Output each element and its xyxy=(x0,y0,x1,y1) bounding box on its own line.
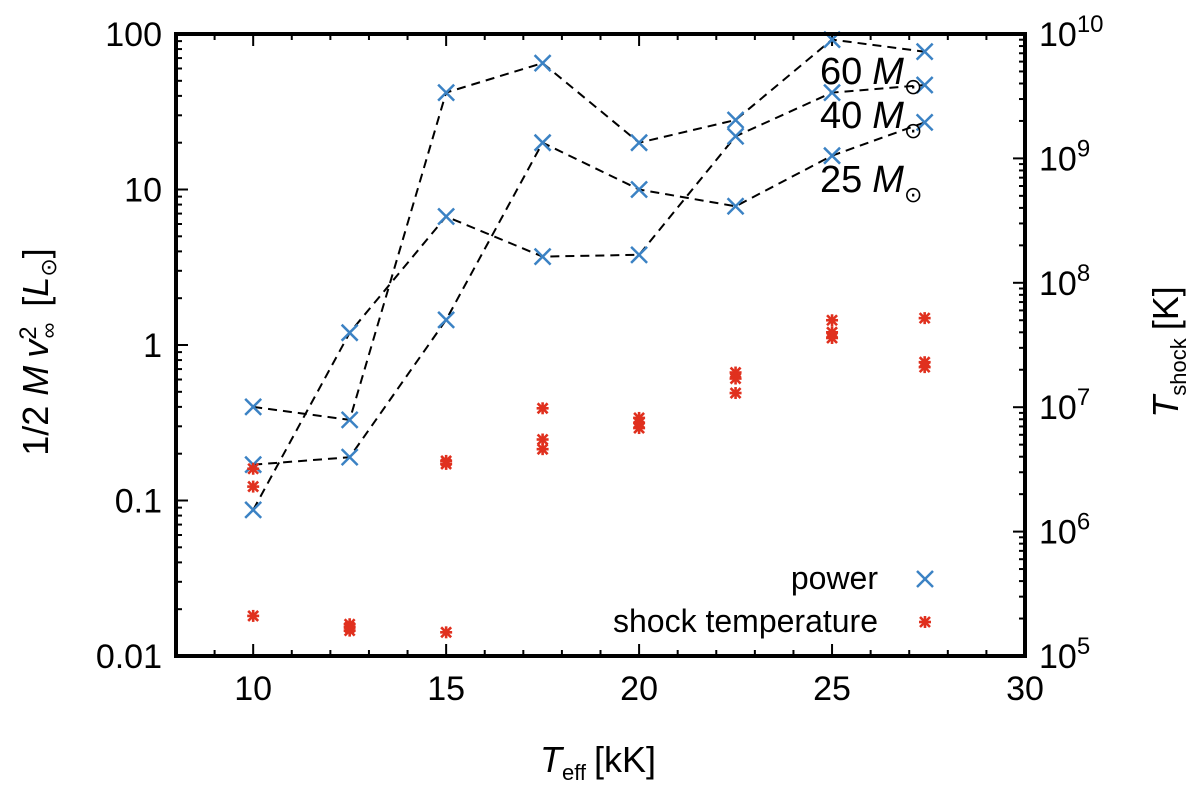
y-tick-label: 100 xyxy=(105,16,162,54)
plot-frame xyxy=(174,32,1027,658)
cross-stroke xyxy=(340,448,359,467)
x-tick-label: 15 xyxy=(427,670,465,708)
cross-stroke xyxy=(437,207,456,226)
shock-temperature-point xyxy=(918,361,931,374)
cross-stroke xyxy=(726,111,745,129)
legend: power shock temperature xyxy=(613,560,934,639)
y2-tick-label: 1010 xyxy=(1039,11,1104,54)
power-point xyxy=(630,133,648,152)
power-point xyxy=(726,111,745,129)
power-point xyxy=(244,397,263,416)
y-axis-title: 1/2Mv2∞[L⊙] xyxy=(15,248,61,456)
cross-stroke xyxy=(726,197,745,216)
y2-tick-label: 106 xyxy=(1039,509,1090,552)
shock-temperature-point xyxy=(247,462,260,475)
cross-stroke xyxy=(630,133,648,152)
cross-stroke xyxy=(726,127,745,146)
cross-stroke xyxy=(437,83,456,102)
y-tick-label: 10 xyxy=(124,172,162,210)
cross-stroke xyxy=(340,410,359,429)
power-point xyxy=(437,311,456,329)
cross-stroke xyxy=(915,76,934,94)
shock-temperature-point xyxy=(440,457,453,470)
power-point xyxy=(533,247,552,266)
power-point xyxy=(726,197,745,216)
power-point xyxy=(340,323,359,342)
cross-stroke xyxy=(630,245,648,264)
y2-tick-label: 107 xyxy=(1039,384,1090,427)
x-axis-title: Teff [kK] xyxy=(540,739,656,785)
cross-stroke xyxy=(823,83,841,102)
shock-temperature-point xyxy=(440,626,453,639)
shock-temperature-point xyxy=(729,372,742,385)
power-point xyxy=(244,501,263,519)
cross-stroke xyxy=(533,54,552,72)
cross-stroke xyxy=(533,247,552,266)
power-point xyxy=(915,76,934,94)
y2-tick-label: 105 xyxy=(1039,633,1090,676)
legend-marker-power xyxy=(916,570,934,588)
power-point xyxy=(437,207,456,226)
tick-labels: 10 15 20 25 30 0.01 0.1 1 10 100 105 106 107 108 109 10… xyxy=(96,11,1104,708)
x-tick-label: 20 xyxy=(620,670,658,708)
x-tick-label: 25 xyxy=(813,670,851,708)
cross-stroke xyxy=(915,42,934,61)
cross-stroke xyxy=(916,570,934,588)
y2-tick-label: 109 xyxy=(1039,135,1090,178)
shock-temperature-point xyxy=(633,422,646,435)
mass-tracks xyxy=(252,38,926,511)
power-point xyxy=(630,245,648,264)
power-point xyxy=(630,180,648,199)
cross-stroke xyxy=(244,501,263,519)
shock-temperature-point xyxy=(247,609,260,622)
legend-label-shock-temperature: shock temperature xyxy=(613,603,878,639)
shock-temperature-point xyxy=(826,331,839,344)
data-points xyxy=(244,30,934,639)
shock-temperature-point xyxy=(826,314,839,327)
cross-stroke xyxy=(340,323,359,342)
legend-star xyxy=(919,616,931,628)
x-tick-label: 30 xyxy=(1006,670,1044,708)
power-point xyxy=(340,448,359,467)
power-point xyxy=(533,54,552,72)
shock-temperature-point xyxy=(729,387,742,400)
power-point xyxy=(726,127,745,146)
cross-stroke xyxy=(533,133,552,152)
power-point xyxy=(823,83,841,102)
legend-label-power: power xyxy=(791,560,879,596)
y2-tick-label: 108 xyxy=(1039,260,1090,303)
x-tick-label: 10 xyxy=(234,670,272,708)
shock-temperature-point xyxy=(536,433,549,446)
mass-label-40: 40 M⊙ xyxy=(820,95,922,143)
mass-labels: 60 M⊙ 40 M⊙ 25 M⊙ xyxy=(820,51,922,207)
shock-temperature-point xyxy=(918,312,931,325)
power-point xyxy=(533,133,552,152)
shock-temperature-point xyxy=(247,480,260,493)
track-25 xyxy=(253,121,926,466)
y-tick-label: 1 xyxy=(143,327,162,365)
legend-marker-shock-temperature xyxy=(919,616,931,628)
shock-temperature-point xyxy=(536,402,549,415)
shock-temperature-point xyxy=(536,443,549,456)
shock-temperature-point xyxy=(343,624,356,637)
cross-stroke xyxy=(437,311,456,329)
y-tick-label: 0.1 xyxy=(115,483,162,521)
cross-stroke xyxy=(823,146,841,165)
y2-axis-title: Tshock[K] xyxy=(1145,286,1191,418)
y-tick-label: 0.01 xyxy=(96,638,162,676)
mass-label-60: 60 M⊙ xyxy=(820,51,922,99)
power-point xyxy=(915,42,934,61)
power-point xyxy=(340,410,359,429)
track-60 xyxy=(253,38,925,422)
cross-stroke xyxy=(915,113,934,132)
track-40 xyxy=(252,84,925,511)
cross-stroke xyxy=(244,397,263,416)
power-point xyxy=(915,113,934,132)
power-point xyxy=(823,146,841,165)
legend-cross xyxy=(916,570,934,588)
cross-stroke xyxy=(630,180,648,199)
mass-label-25: 25 M⊙ xyxy=(820,159,922,207)
power-point xyxy=(437,83,456,102)
